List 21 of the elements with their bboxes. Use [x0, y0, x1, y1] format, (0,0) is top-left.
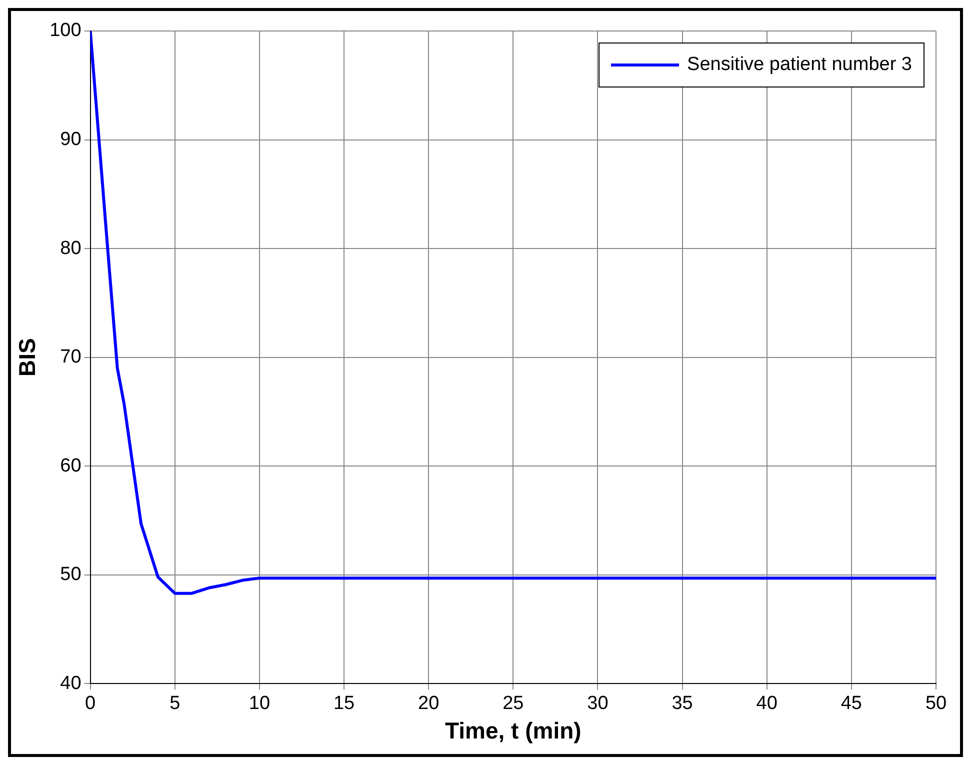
x-tick-label: 25: [502, 693, 524, 714]
x-tick-label: 0: [85, 693, 96, 714]
x-axis-title: Time, t (min): [444, 718, 582, 744]
x-tick-label: 45: [840, 693, 862, 714]
y-tick-label: 40: [60, 672, 82, 694]
y-tick-label: 60: [60, 455, 82, 476]
x-tick-label: 5: [170, 693, 180, 714]
y-tick-label: 70: [60, 346, 82, 368]
legend-label: Sensitive patient number 3: [687, 54, 912, 76]
x-tick-label: 15: [333, 693, 355, 714]
x-tick-label: 50: [925, 693, 947, 714]
y-tick-label: 90: [60, 129, 82, 150]
x-tick-label: 35: [672, 693, 693, 714]
y-tick-label: 100: [50, 20, 82, 42]
x-tick-label: 30: [587, 693, 608, 714]
y-tick-label: 50: [60, 564, 82, 586]
x-tick-label: 10: [248, 693, 270, 714]
y-axis-title: BIS: [14, 338, 40, 376]
y-tick-label: 80: [60, 238, 82, 259]
x-tick-label: 40: [756, 693, 778, 714]
x-tick-label: 20: [418, 693, 440, 714]
